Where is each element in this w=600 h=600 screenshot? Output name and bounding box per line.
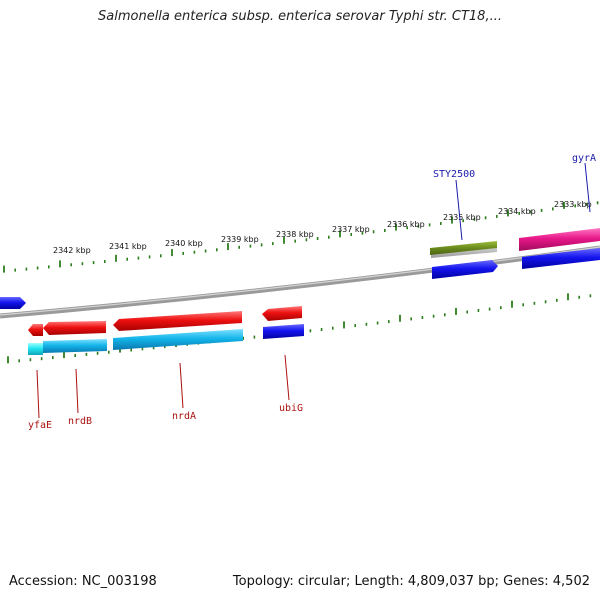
scale-label-2337: 2337 kbp — [332, 225, 370, 234]
genome-backbone-highlight — [0, 246, 600, 316]
gene-gyra-lower[interactable] — [522, 248, 600, 269]
leader-nrdb — [75, 368, 79, 414]
gene-nrda-arrow[interactable] — [113, 311, 242, 331]
leader-nrda — [179, 362, 184, 409]
scale-label-2334: 2334 kbp — [498, 207, 536, 216]
scale-label-2342: 2342 kbp — [53, 246, 91, 255]
gene-yfae[interactable] — [28, 343, 43, 355]
scale-label-2336: 2336 kbp — [387, 220, 425, 229]
genome-summary-text: Topology: circular; Length: 4,809,037 bp… — [232, 574, 590, 589]
gene-forward-left-edge[interactable] — [0, 297, 26, 309]
scale-label-2335: 2335 kbp — [443, 213, 481, 222]
leader-sty2500 — [455, 179, 463, 241]
gene-yfae-arrow[interactable] — [28, 324, 43, 336]
tick-row-upper — [3, 201, 599, 273]
gene-sty2500[interactable] — [430, 241, 497, 255]
gene-label-nrdb[interactable]: nrdB — [68, 416, 92, 427]
scale-label-2338: 2338 kbp — [276, 230, 314, 239]
leader-yfae — [36, 369, 40, 419]
accession-text: Accession: NC_003198 — [9, 574, 157, 589]
gene-label-yfae[interactable]: yfaE — [28, 420, 52, 431]
genome-backbone — [0, 245, 600, 319]
scale-label-2341: 2341 kbp — [109, 242, 147, 251]
scale-label-2333: 2333 kbp — [554, 200, 592, 209]
gene-ubig[interactable] — [263, 324, 304, 339]
gene-label-nrda[interactable]: nrdA — [172, 411, 196, 422]
leader-ubig — [284, 354, 290, 401]
scale-label-2339: 2339 kbp — [221, 235, 259, 244]
genome-title: Salmonella enterica subsp. enterica sero… — [98, 9, 502, 24]
gene-ubig-arrow[interactable] — [262, 306, 302, 321]
gene-nrda[interactable] — [113, 329, 243, 350]
gene-nrdb-arrow[interactable] — [43, 321, 106, 335]
gene-label-sty2500[interactable]: STY2500 — [433, 169, 475, 180]
leader-gyra — [584, 162, 591, 213]
scale-label-2340: 2340 kbp — [165, 239, 203, 248]
gene-sty2500-blue[interactable] — [432, 260, 498, 279]
gene-gyra[interactable] — [519, 228, 600, 251]
gene-label-ubig[interactable]: ubiG — [279, 403, 303, 414]
gene-label-gyra[interactable]: gyrA — [572, 153, 596, 164]
gene-nrdb[interactable] — [43, 339, 107, 353]
